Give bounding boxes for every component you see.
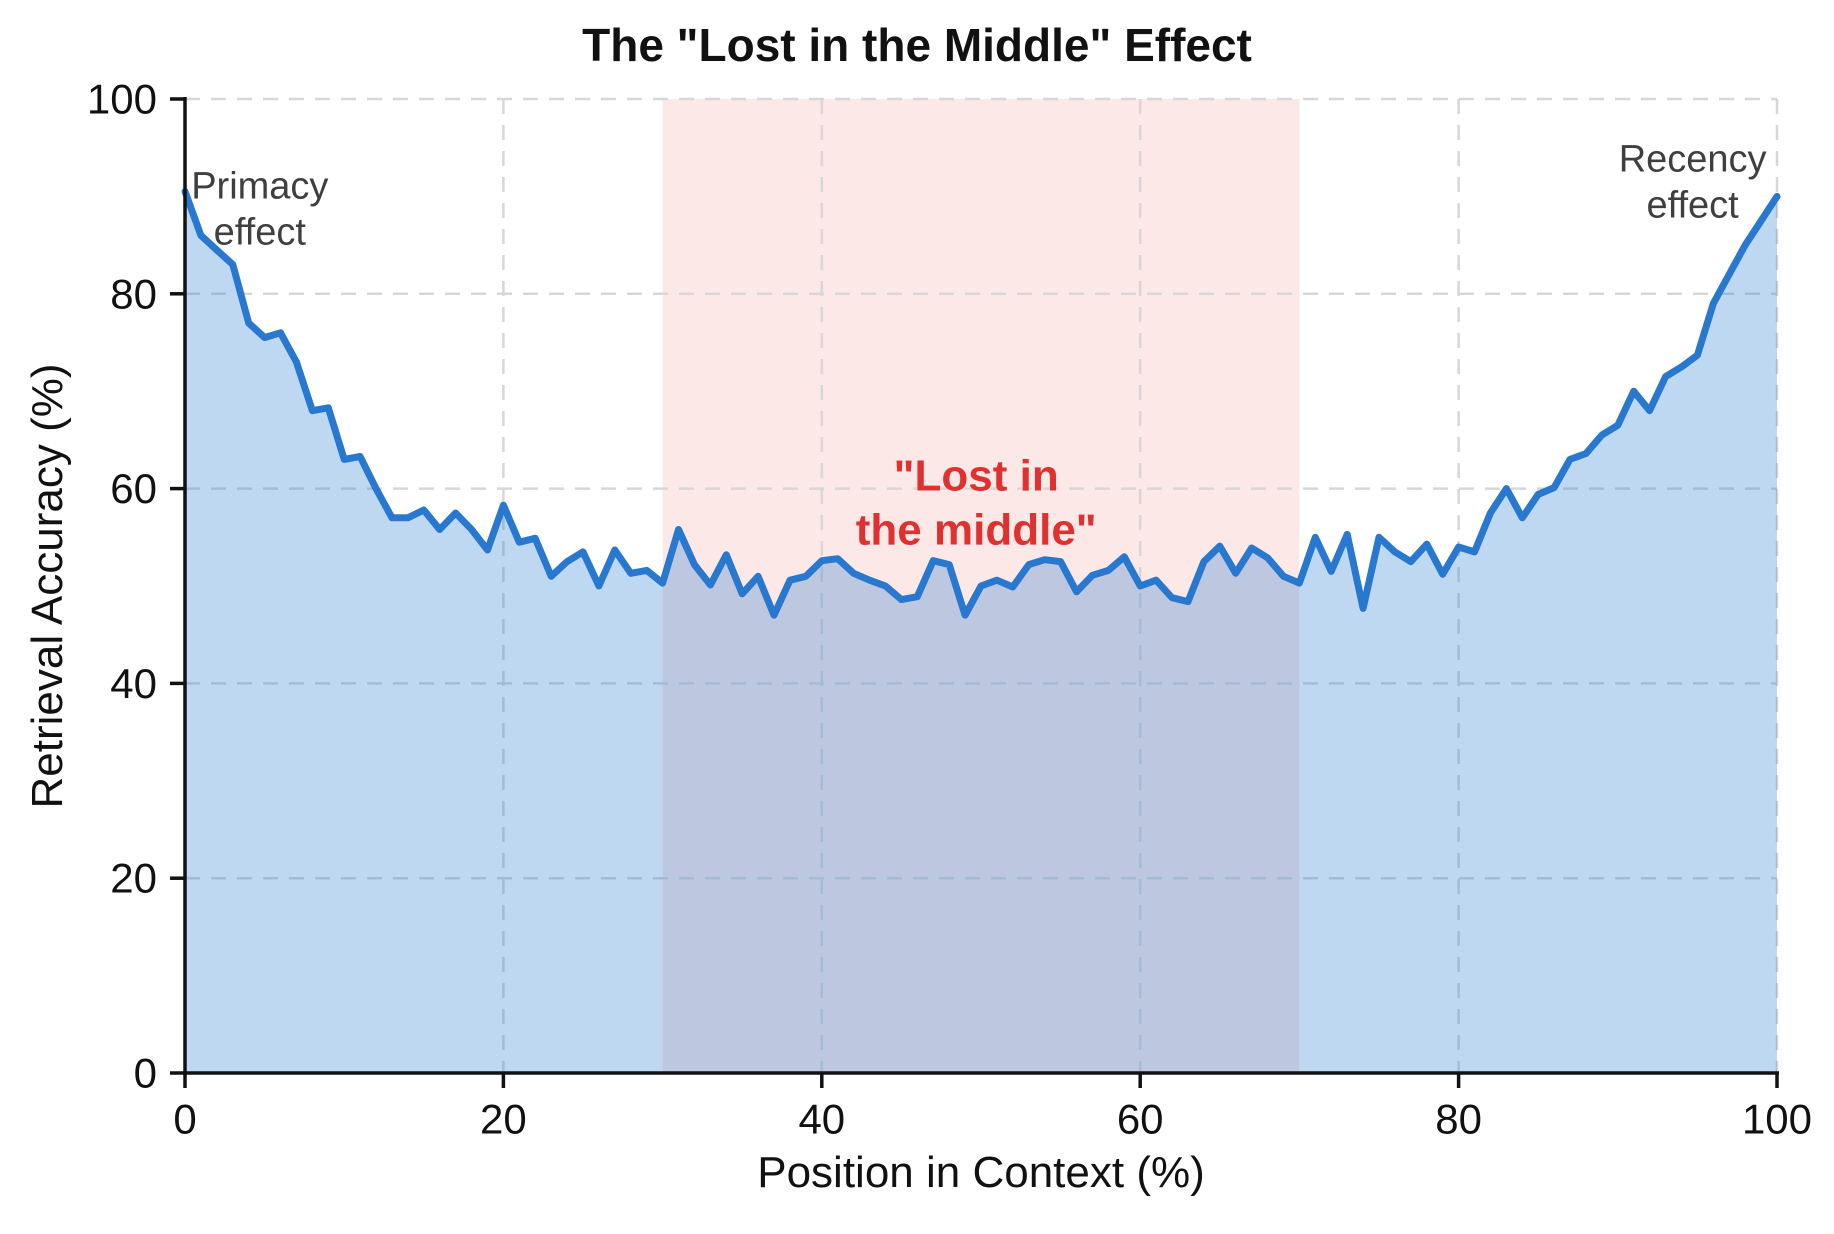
annotation-lost-in-middle: "Lost in the middle" <box>855 451 1097 555</box>
y-tick-label: 60 <box>110 465 157 512</box>
annotation-recency-effect: Recency effect <box>1618 138 1767 227</box>
y-tick-label: 40 <box>110 660 157 707</box>
y-tick-label: 100 <box>87 76 157 123</box>
y-axis-label: Retrieval Accuracy (%) <box>23 363 72 809</box>
x-tick-label: 60 <box>1117 1095 1164 1142</box>
x-axis-label: Position in Context (%) <box>757 1148 1205 1197</box>
y-tick-label: 20 <box>110 855 157 902</box>
accuracy-area <box>185 191 1777 1073</box>
x-tick-label: 80 <box>1435 1095 1482 1142</box>
x-tick-label: 0 <box>173 1095 196 1142</box>
y-tick-label: 80 <box>110 270 157 317</box>
x-tick-label: 40 <box>798 1095 845 1142</box>
annotation-primacy-effect: Primacy effect <box>191 165 329 255</box>
x-tick-label: 20 <box>480 1095 527 1142</box>
y-tick-label: 0 <box>134 1050 157 1097</box>
x-tick-label: 100 <box>1742 1095 1812 1142</box>
accuracy-line <box>181 188 1781 619</box>
chart-title: The "Lost in the Middle" Effect <box>582 19 1252 71</box>
